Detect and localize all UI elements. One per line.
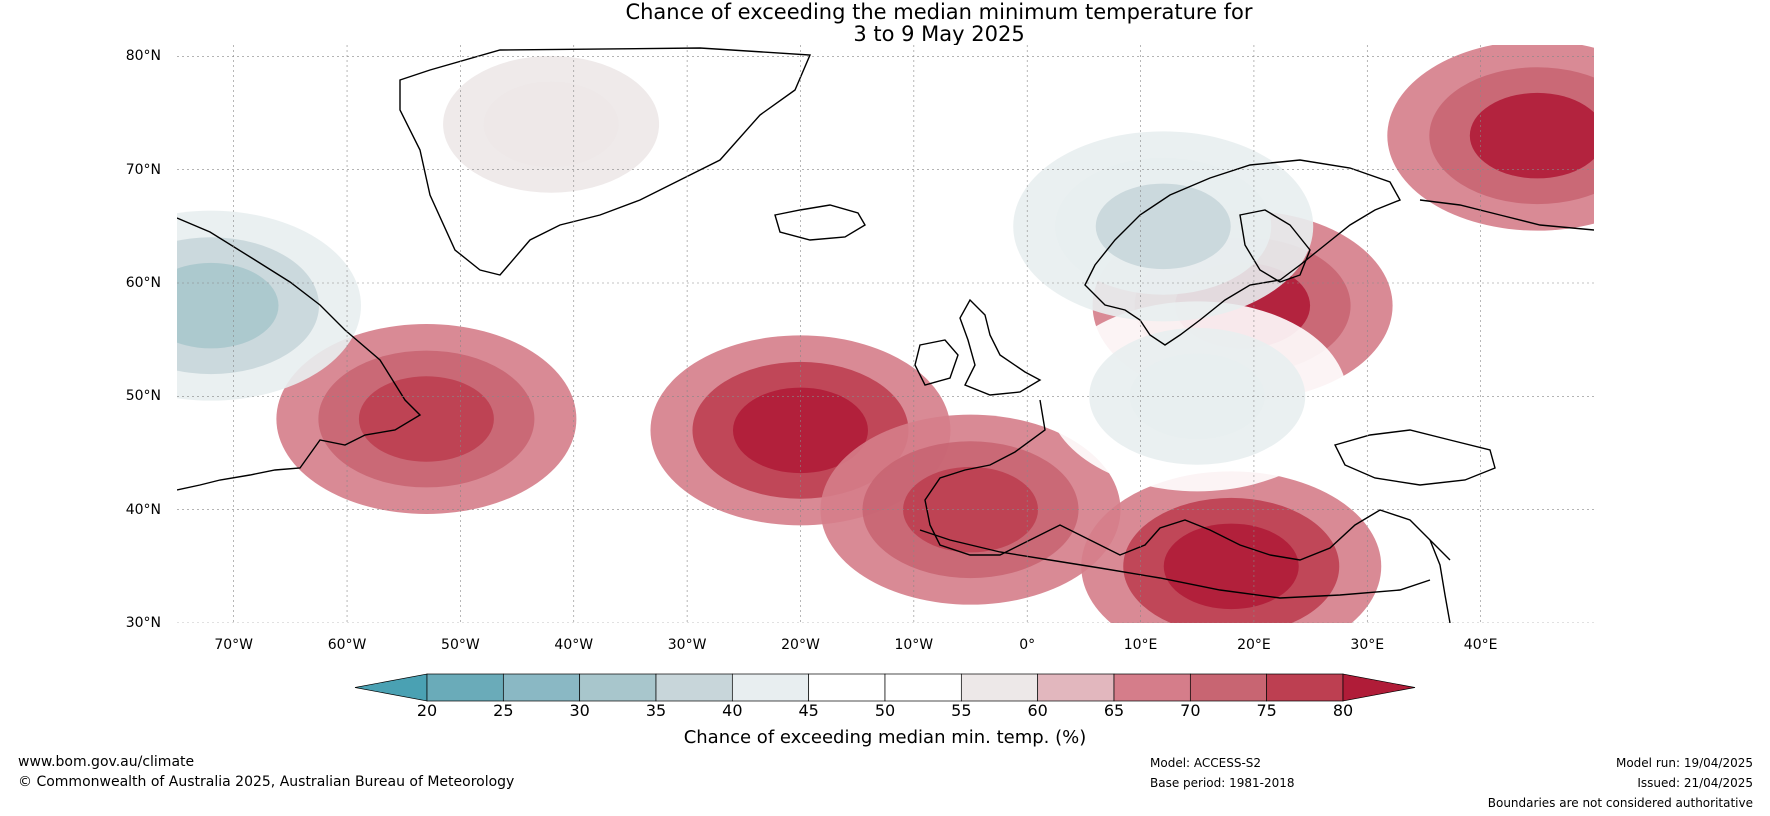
latitude-label: 60°N [125,275,161,291]
footer-website: www.bom.gov.au/climate [18,754,195,770]
longitude-label: 10°E [1123,637,1158,653]
colorbar-bin [1266,673,1344,702]
colorbar-bin [960,673,1039,702]
footer-issued: Issued: 21/04/2025 [1637,776,1753,790]
colorbar-tick-label: 20 [416,701,438,720]
colorbar-tick-label: 55 [951,701,972,720]
latitude-label: 30°N [125,615,161,631]
colorbar-bin [1189,673,1268,702]
colorbar-bin [884,673,962,702]
longitude-label: 70°W [214,637,253,653]
colorbar-tick-label: 60 [1027,701,1048,720]
colorbar-tick-label: 35 [645,701,667,720]
longitude-label: 0° [1019,637,1036,653]
longitude-label: 20°E [1237,637,1271,653]
colorbar-tick-label: 70 [1180,701,1201,720]
probability-field [177,45,1594,623]
colorbar-extend-low [354,673,428,702]
footer-model: Model: ACCESS-S2 [1150,756,1262,770]
colorbar-bin [1037,673,1115,702]
colorbar-tick-label: 80 [1332,701,1354,720]
map-subtitle: 3 to 9 May 2025 [853,22,1025,46]
coastlines [177,47,1594,623]
longitude-label: 30°E [1350,637,1385,653]
region-blob [1095,183,1231,270]
colorbar-tick-label: 50 [874,701,896,720]
region-blob [177,262,279,349]
longitude-label: 10°W [894,637,934,653]
region-blob [903,466,1039,553]
footer-copyright: © Commonwealth of Australia 2025, Austra… [18,774,515,790]
colorbar [354,673,1416,702]
footer-disclaimer: Boundaries are not considered authoritat… [1487,796,1753,810]
region-blob [358,376,494,462]
graticule [177,45,1594,623]
colorbar-tick-label: 30 [569,701,590,720]
longitude-label: 20°W [781,637,820,653]
latitude-label: 40°N [125,501,161,518]
longitude-label: 40°E [1463,637,1498,653]
longitude-label: 40°W [554,637,594,653]
colorbar-tick-label: 65 [1103,701,1125,720]
map-title: Chance of exceeding the median minimum t… [625,0,1253,24]
region-blob [1469,92,1594,179]
colorbar-bin [731,673,810,702]
footer-base-period: Base period: 1981-2018 [1150,776,1295,790]
colorbar-bin [1113,673,1191,702]
colorbar-extend-high [1342,673,1416,702]
latitude-label: 80°N [125,48,161,65]
latitude-label: 50°N [125,388,161,405]
colorbar-bin [579,673,657,702]
footer-model-run: Model run: 19/04/2025 [1615,756,1753,770]
forecast-map [177,45,1594,623]
colorbar-bin [808,673,886,702]
colorbar-bin [426,673,504,702]
latitude-label: 70°N [125,161,161,178]
colorbar-bin [502,673,581,702]
colorbar-tick-label: 25 [493,701,514,720]
longitude-label: 60°W [327,637,367,653]
region-blob [483,81,619,168]
longitude-label: 50°W [441,637,480,653]
colorbar-tick-label: 45 [798,701,819,720]
region-blob [1163,523,1299,610]
colorbar-tick-label: 75 [1256,701,1277,720]
colorbar-label: Chance of exceeding median min. temp. (%… [683,727,1087,748]
colorbar-bin [655,673,733,702]
longitude-label: 30°W [667,637,707,653]
colorbar-tick-label: 40 [722,701,743,720]
